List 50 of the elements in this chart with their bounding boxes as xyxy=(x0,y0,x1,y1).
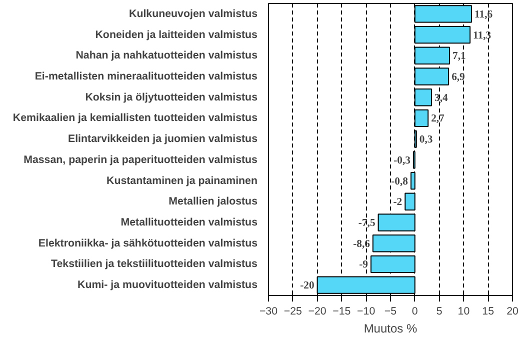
bar xyxy=(404,192,416,210)
y-tick-label: Metallituotteiden valmistus xyxy=(120,216,258,228)
data-label: 2,7 xyxy=(431,114,446,125)
y-tick-label: Tekstiilien ja tekstiilituotteiden valmistus xyxy=(51,258,258,270)
y-tick-label: Kemikaalien ja kemiallisten tuotteiden valmistus xyxy=(12,112,258,124)
bar xyxy=(414,68,450,86)
data-label: -9 xyxy=(359,260,368,271)
y-tick-label: Elektroniikka- ja sähkötuotteiden valmistus xyxy=(38,237,258,250)
data-label: -20 xyxy=(300,280,314,292)
bar xyxy=(414,26,471,44)
y-tick-label: Kulkuneuvojen valmistus xyxy=(129,8,258,20)
data-label: -0,8 xyxy=(391,176,408,188)
x-tick-label: 5 xyxy=(436,306,442,318)
bar xyxy=(378,214,416,232)
x-tick-label: −15 xyxy=(332,306,351,318)
bar xyxy=(372,234,416,252)
data-label: -7,5 xyxy=(358,218,376,229)
x-axis-title: Muutos % xyxy=(364,322,418,336)
x-tick-label: −25 xyxy=(284,306,302,318)
data-label: -2 xyxy=(393,197,402,208)
y-tick-label: Koksin ja öljytuotteiden valmistus xyxy=(85,91,258,104)
x-tick-label: 20 xyxy=(506,306,518,318)
data-label: 3,4 xyxy=(434,92,448,104)
y-tick-label: Koneiden ja laitteiden valmistus xyxy=(95,28,258,41)
data-label: -8,6 xyxy=(353,238,371,250)
x-tick-label: 0 xyxy=(412,306,418,318)
y-tick-label: Kustantaminen ja painaminen xyxy=(106,174,258,187)
x-tick-label: −30 xyxy=(259,306,278,318)
x-tick-label: 15 xyxy=(482,306,494,318)
y-tick-label: Metallien jalostus xyxy=(168,196,258,208)
data-label: 11,6 xyxy=(474,9,494,20)
x-tick-label: −5 xyxy=(384,306,397,318)
y-tick-label: Kumi- ja muovituotteiden valmistus xyxy=(78,279,258,292)
data-label: -0,3 xyxy=(394,155,410,166)
bar xyxy=(414,88,432,106)
data-label: 11,3 xyxy=(473,30,492,42)
y-tick-label: Massan, paperin ja paperituotteiden valmistus xyxy=(24,154,258,166)
data-label: 0,3 xyxy=(419,134,433,146)
data-label: 7,1 xyxy=(452,51,466,62)
data-label: 6,9 xyxy=(452,72,465,83)
x-tick-label: −10 xyxy=(357,306,376,318)
bar xyxy=(414,109,429,128)
x-tick-label: 10 xyxy=(458,306,470,318)
y-tick-label: Nahan ja nahkatuotteiden valmistus xyxy=(76,50,258,62)
y-tick-label: Ei-metallisten mineraalituotteiden valmistus xyxy=(34,70,258,82)
bar xyxy=(370,255,416,274)
bar xyxy=(414,46,450,64)
x-tick-label: −20 xyxy=(308,306,326,318)
bar xyxy=(410,172,416,190)
y-tick-label: Elintarvikkeiden ja juomien valmistus xyxy=(68,133,258,146)
